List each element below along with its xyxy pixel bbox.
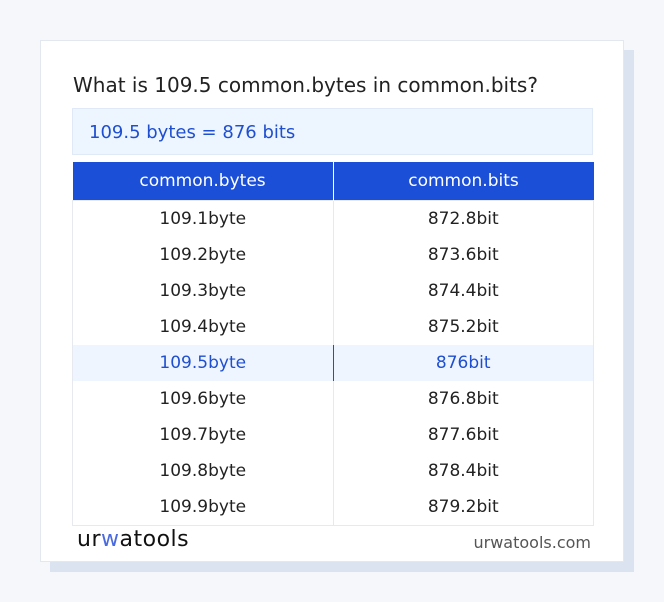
table-row: 109.6byte 876.8bit [72, 381, 594, 417]
bits-cell: 875.2bit [427, 317, 499, 337]
table-row: 109.5byte 876bit [72, 345, 594, 381]
header-bits: common.bits [333, 162, 594, 201]
page-title: What is 109.5 common.bytes in common.bit… [73, 73, 538, 97]
bytes-cell: 109.2byte [72, 237, 334, 273]
site-domain[interactable]: urwatools.com [473, 533, 592, 552]
urwatools-logo[interactable]: urwatools [77, 527, 190, 552]
converter-card: What is 109.5 common.bytes in common.bit… [40, 40, 624, 562]
bits-cell: 872.8bit [427, 209, 499, 229]
conversion-table: common.bytes common.bits 109.1byte 872.8b… [72, 162, 594, 526]
bits-cell: 876.8bit [427, 389, 499, 409]
bits-cell: 873.6bit [427, 245, 499, 265]
bytes-cell: 109.3byte [72, 273, 334, 309]
bytes-cell: 109.8byte [72, 453, 334, 489]
table-row: 109.2byte 873.6bit [72, 237, 594, 273]
bits-cell: 878.4bit [427, 461, 499, 481]
bytes-cell: 109.5byte [72, 345, 334, 381]
bytes-cell: 109.7byte [72, 417, 334, 453]
header-bytes: common.bytes [72, 162, 334, 201]
table-row: 109.9byte 879.2bit [72, 489, 594, 526]
table-row: 109.4byte 875.2bit [72, 309, 594, 345]
bytes-cell: 109.9byte [72, 489, 334, 526]
bytes-cell: 109.4byte [72, 309, 334, 345]
bytes-cell: 109.1byte [72, 200, 334, 237]
table-row: 109.7byte 877.6bit [72, 417, 594, 453]
bits-cell: 874.4bit [427, 281, 499, 301]
bits-cell: 877.6bit [427, 425, 499, 445]
table-row: 109.3byte 874.4bit [72, 273, 594, 309]
bits-cell: 879.2bit [427, 497, 499, 517]
table-row: 109.8byte 878.4bit [72, 453, 594, 489]
result-box: 109.5 bytes = 876 bits [72, 108, 593, 155]
bits-cell: 876bit [333, 345, 594, 381]
bytes-cell: 109.6byte [72, 381, 334, 417]
table-row: 109.1byte 872.8bit [72, 200, 594, 237]
